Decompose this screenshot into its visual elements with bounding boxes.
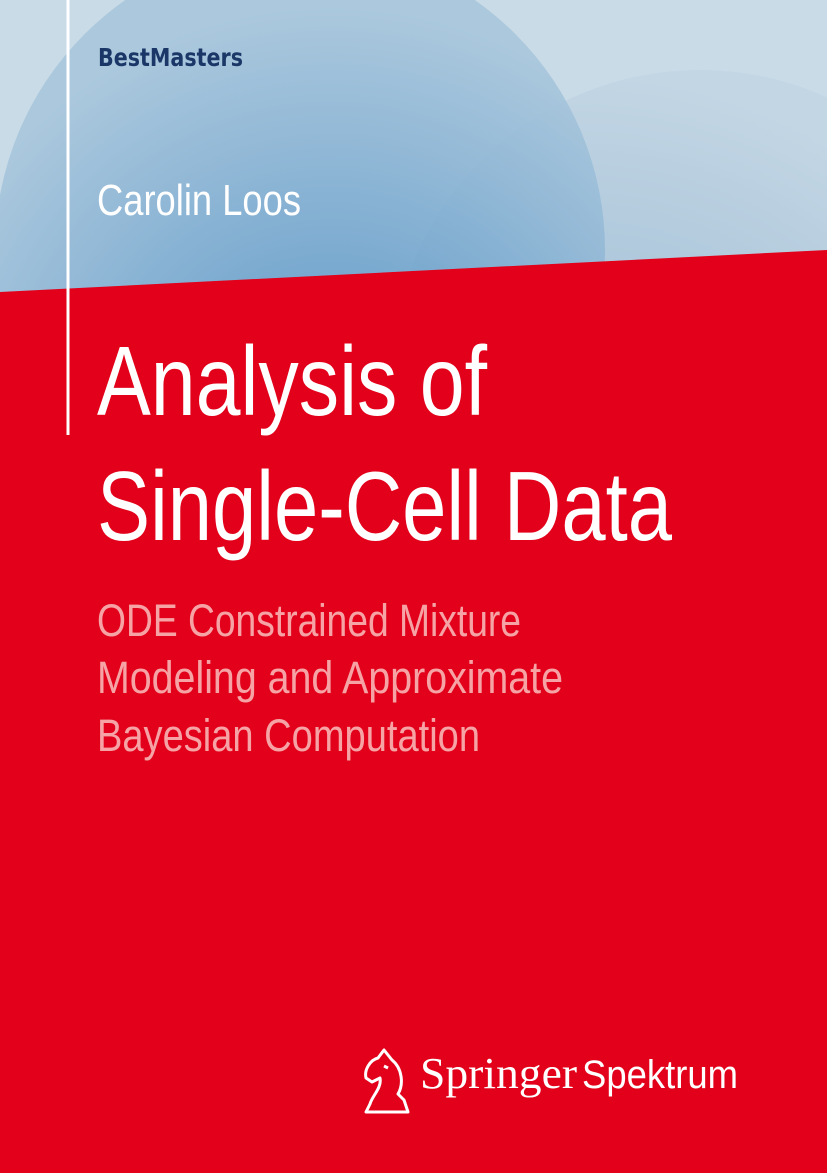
- publisher-name: Springer: [420, 1049, 577, 1098]
- subtitle-line: Bayesian Computation: [97, 710, 480, 761]
- title-line: Analysis of: [97, 326, 488, 436]
- subtitle-line: ODE Constrained Mixture: [97, 595, 521, 646]
- publisher-imprint: Spektrum: [582, 1053, 738, 1097]
- title-line: Single-Cell Data: [97, 451, 672, 561]
- author: Carolin Loos: [97, 176, 301, 225]
- subtitle-line: Modeling and Approximate: [97, 652, 563, 703]
- red-panel: [0, 250, 827, 1173]
- series-name: BestMasters: [98, 43, 243, 72]
- publisher-logo: [364, 1048, 410, 1114]
